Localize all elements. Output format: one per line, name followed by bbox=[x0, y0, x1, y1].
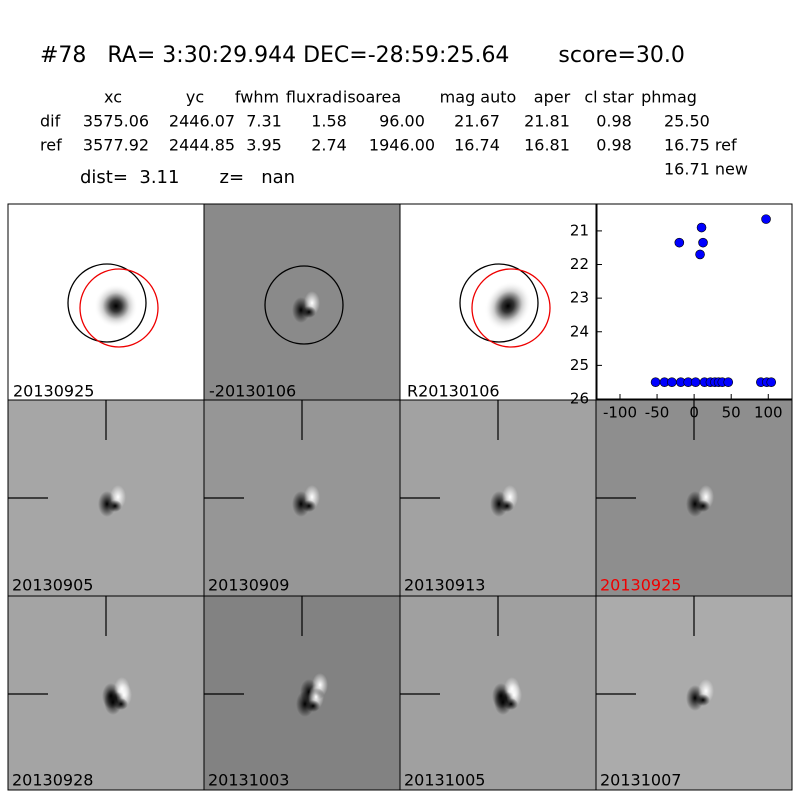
column-header: aper bbox=[534, 88, 571, 107]
distance: dist= 3.11 z= nan bbox=[80, 167, 295, 188]
point bbox=[690, 377, 701, 387]
panel-label: 20130925 bbox=[600, 576, 681, 595]
panel: 20131003 bbox=[203, 595, 401, 791]
column-header: isoarea bbox=[343, 88, 401, 107]
point bbox=[723, 377, 734, 387]
cell: 0.98 bbox=[596, 136, 632, 155]
column-header: mag auto bbox=[440, 88, 517, 107]
cell: 25.50 bbox=[664, 112, 710, 131]
point bbox=[667, 377, 677, 387]
cell: 96.00 bbox=[379, 112, 425, 131]
cell: 21.81 bbox=[524, 112, 570, 131]
panel-label: R20130106 bbox=[407, 382, 500, 401]
point bbox=[650, 377, 661, 387]
y-tick-label: 23 bbox=[570, 289, 589, 307]
cell: 3.95 bbox=[246, 136, 282, 155]
panel: 20130928 bbox=[7, 595, 205, 791]
point bbox=[761, 214, 771, 224]
x-tick-label: 100 bbox=[754, 404, 783, 422]
y-tick-label: 22 bbox=[570, 255, 589, 273]
panel: -20130106 bbox=[203, 203, 401, 401]
panel: 20131007 bbox=[595, 595, 793, 791]
panel-label: 20130905 bbox=[12, 576, 93, 595]
panel: 20130925 bbox=[595, 399, 793, 597]
panel-label: 20130913 bbox=[404, 576, 485, 595]
panel: 20130909 bbox=[203, 399, 401, 597]
x-tick-label: -100 bbox=[603, 404, 637, 422]
x-tick-label: -50 bbox=[645, 404, 670, 422]
point bbox=[695, 249, 705, 260]
panel: 20130913 bbox=[399, 399, 597, 597]
column-header: yc bbox=[186, 88, 204, 107]
cell: 7.31 bbox=[246, 112, 282, 131]
cell: 16.81 bbox=[524, 136, 570, 155]
point bbox=[674, 237, 685, 248]
panel-label: 20130928 bbox=[12, 771, 93, 790]
cell: 1.58 bbox=[311, 112, 347, 131]
cell: 3575.06 bbox=[83, 112, 149, 131]
panel-label: 20131007 bbox=[600, 771, 681, 790]
cell: 16.71 new bbox=[664, 160, 748, 179]
x-tick-label: 0 bbox=[689, 404, 699, 422]
panel: 20131005 bbox=[399, 595, 597, 791]
x-tick-label: 50 bbox=[722, 404, 741, 422]
panel: R20130106 bbox=[399, 203, 597, 401]
table: xc yc fwhm fluxrad isoarea mag auto aper cl sta… bbox=[40, 88, 748, 179]
point bbox=[698, 237, 708, 248]
cell: 16.74 bbox=[454, 136, 500, 155]
panel-label: -20130106 bbox=[209, 382, 296, 401]
point bbox=[696, 222, 707, 233]
cell: 3577.92 bbox=[83, 136, 149, 155]
y-tick-label: 24 bbox=[570, 322, 589, 340]
panel-label: 20130909 bbox=[208, 576, 289, 595]
row-label: dif bbox=[40, 112, 61, 131]
column-header: fluxrad bbox=[286, 88, 342, 107]
cell: 2446.07 bbox=[169, 112, 235, 131]
row-label: ref bbox=[40, 136, 62, 155]
column-header: fwhm bbox=[235, 88, 279, 107]
y-tick-label: 26 bbox=[570, 390, 589, 408]
cell: 2.74 bbox=[311, 136, 347, 155]
column-header: cl star bbox=[584, 88, 634, 107]
y-tick-label: 25 bbox=[570, 356, 589, 374]
y-tick-label: 21 bbox=[570, 221, 589, 239]
column-header: xc bbox=[104, 88, 122, 107]
panel: 20130925 bbox=[7, 203, 205, 401]
panel: 20130905 bbox=[7, 399, 205, 597]
cell: 21.67 bbox=[454, 112, 500, 131]
cell: 1946.00 bbox=[369, 136, 435, 155]
scatter-chart: -100 -50 0 50 100 21 22 23 24 25 26 bbox=[570, 203, 793, 422]
cell: 0.98 bbox=[596, 112, 632, 131]
point bbox=[766, 377, 777, 387]
panel-label: 20131003 bbox=[208, 771, 289, 790]
column-header: phmag bbox=[641, 88, 697, 107]
panel-label: 20130925 bbox=[13, 382, 94, 401]
cell: 16.75 ref bbox=[664, 136, 737, 155]
cell: 2444.85 bbox=[169, 136, 235, 155]
title: #78 RA= 3:30:29.944 DEC=-28:59:25.64 sco… bbox=[40, 43, 685, 68]
panel-label: 20131005 bbox=[404, 771, 485, 790]
plot-area bbox=[596, 203, 793, 400]
